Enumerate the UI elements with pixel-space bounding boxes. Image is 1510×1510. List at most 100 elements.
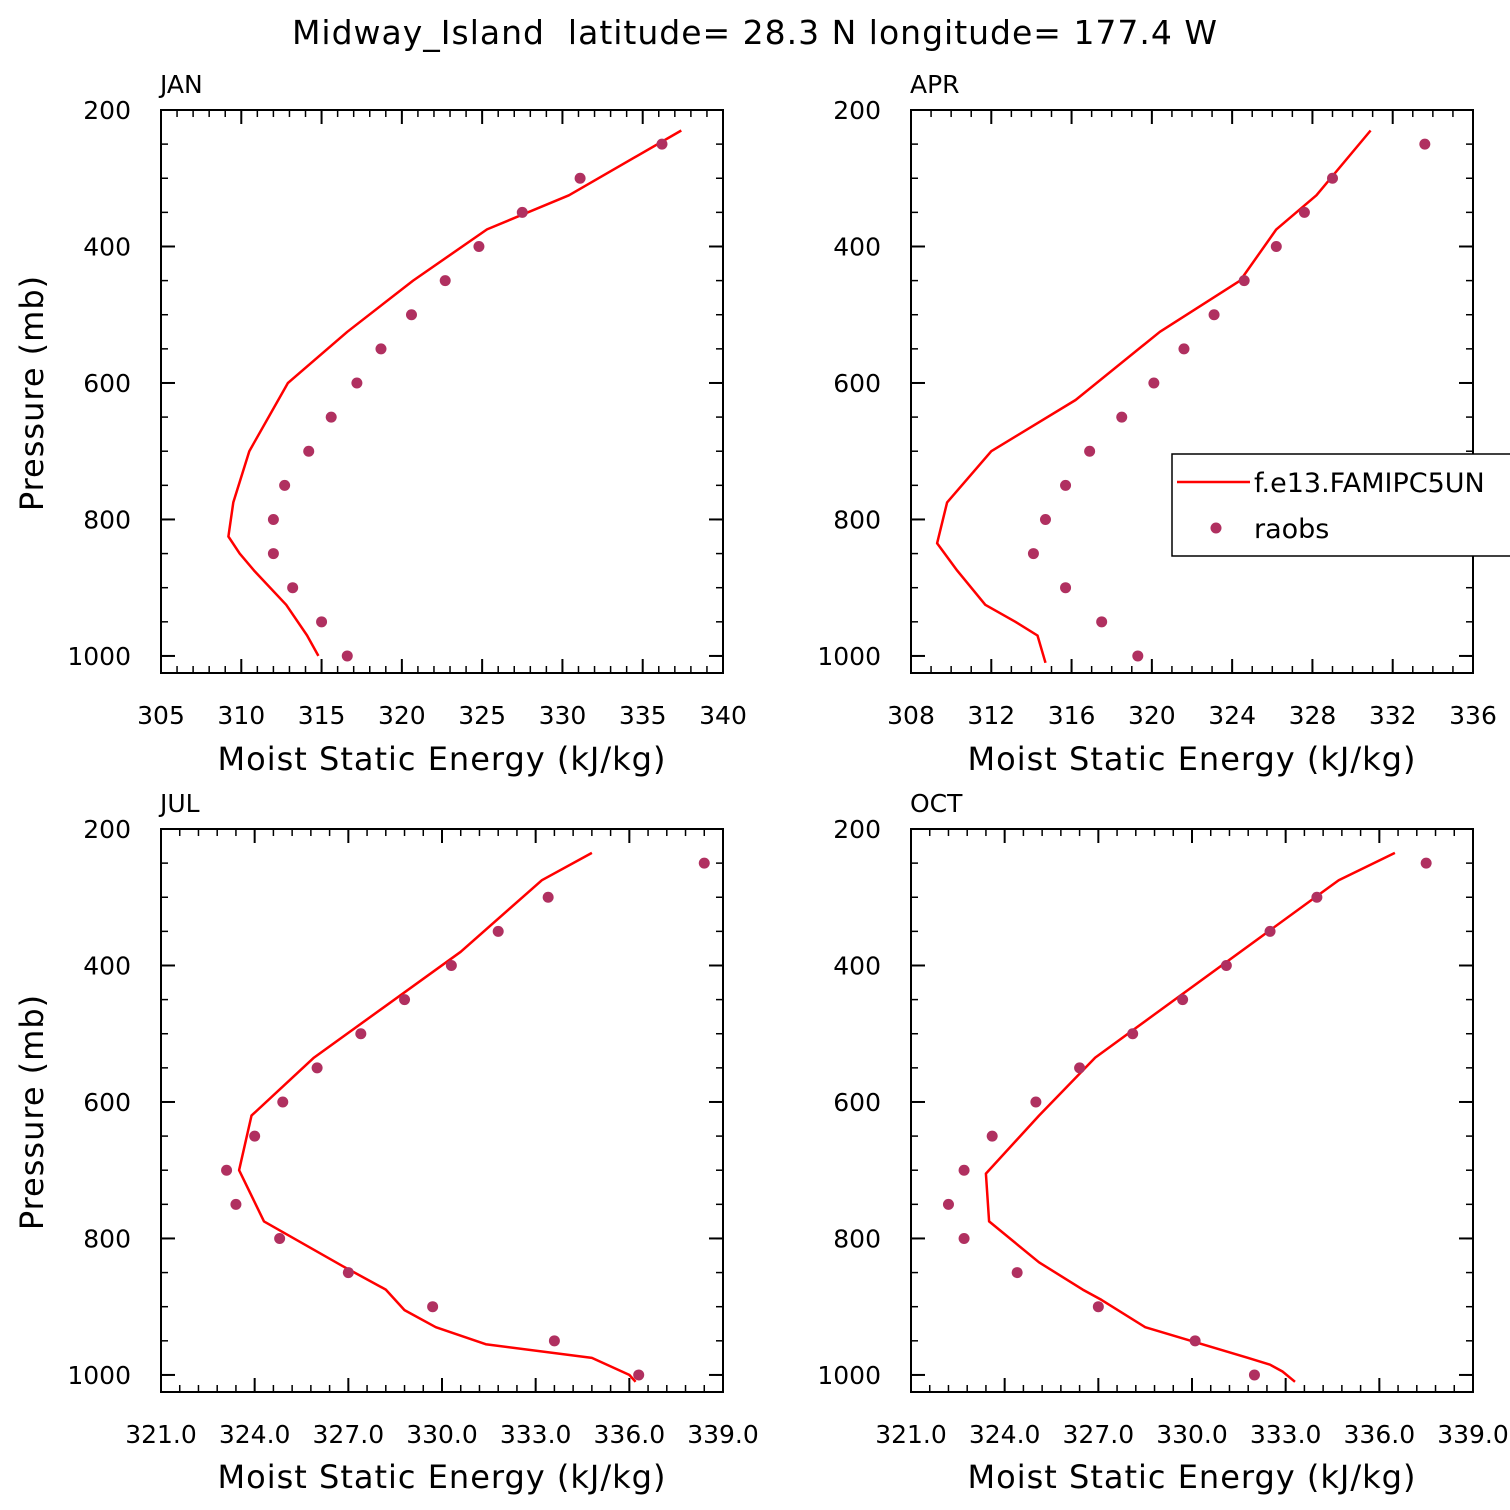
y-tick-label: 800	[833, 1224, 881, 1253]
x-tick-label: 330	[539, 701, 587, 730]
x-tick-label: 330.0	[1156, 1420, 1228, 1449]
y-tick-label: 1000	[67, 642, 131, 671]
y-tick-label: 1000	[817, 1361, 881, 1390]
obs-data-point	[1027, 548, 1039, 560]
panel-label: APR	[910, 70, 960, 99]
obs-data-point	[267, 548, 279, 560]
obs-data-point	[1074, 1062, 1086, 1074]
plot-frame	[910, 109, 1474, 674]
obs-data-point	[316, 616, 328, 628]
x-tick-label: 308	[887, 701, 935, 730]
obs-data-point	[230, 1198, 242, 1210]
obs-data-point	[427, 1301, 439, 1313]
obs-data-point	[279, 479, 291, 491]
x-tick-label: 340	[699, 701, 747, 730]
obs-data-point	[986, 1130, 998, 1142]
y-tick-label: 1000	[67, 1361, 131, 1390]
obs-data-point	[958, 1232, 970, 1244]
obs-data-point	[274, 1232, 286, 1244]
panel-jan: JAN Moist Static Energy (kJ/kg) Pressure…	[13, 70, 747, 778]
y-tick-label: 600	[833, 1088, 881, 1117]
y-axis-label: Pressure (mb)	[13, 994, 51, 1230]
obs-data-point	[516, 206, 528, 218]
obs-data-point	[1060, 582, 1072, 594]
legend-box	[1171, 453, 1510, 557]
x-tick-label: 320	[1128, 701, 1176, 730]
obs-data-point	[267, 513, 279, 525]
x-tick-label: 312	[967, 701, 1015, 730]
obs-data-point	[1327, 172, 1338, 184]
obs-data-point	[548, 1335, 560, 1347]
obs-data-point	[1011, 1267, 1023, 1279]
obs-data-point	[351, 377, 363, 389]
obs-data-point	[1132, 650, 1144, 662]
obs-data-point	[405, 309, 417, 321]
legend-marker-swatch	[1210, 522, 1222, 534]
y-tick-label: 800	[83, 505, 131, 534]
x-tick-label: 315	[298, 701, 346, 730]
obs-data-point	[1264, 925, 1276, 937]
obs-data-point	[287, 582, 299, 594]
y-tick-label: 600	[83, 369, 131, 398]
x-tick-label: 339.0	[1437, 1420, 1509, 1449]
panel-jul: JUL Moist Static Energy (kJ/kg) Pressure…	[13, 789, 759, 1496]
y-tick-label: 800	[83, 1224, 131, 1253]
y-tick-label: 600	[83, 1088, 131, 1117]
x-tick-label: 327.0	[313, 1420, 385, 1449]
x-tick-label: 324	[1208, 701, 1256, 730]
model-series-line	[227, 129, 682, 657]
legend-model-label: f.e13.FAMIPC5UN	[1254, 468, 1485, 499]
obs-data-point	[1116, 411, 1128, 423]
obs-data-point	[445, 959, 457, 971]
y-tick-label: 400	[833, 951, 881, 980]
obs-data-point	[1148, 377, 1160, 389]
obs-data-point	[542, 891, 554, 903]
x-tick-label: 305	[137, 701, 185, 730]
y-tick-label: 200	[83, 815, 131, 844]
panel-label: JUL	[158, 789, 200, 818]
model-series-line	[984, 851, 1396, 1383]
obs-data-point	[574, 172, 586, 184]
plot-frame	[910, 828, 1474, 1393]
obs-data-point	[942, 1198, 954, 1210]
obs-data-point	[656, 138, 668, 150]
obs-data-point	[1127, 1028, 1139, 1040]
obs-data-point	[1208, 309, 1220, 321]
obs-data-point	[1220, 959, 1232, 971]
obs-data-point	[342, 1267, 354, 1279]
obs-data-point	[249, 1130, 261, 1142]
obs-data-point	[375, 343, 387, 355]
obs-data-point	[1084, 445, 1096, 457]
x-tick-label: 333.0	[1250, 1420, 1322, 1449]
x-tick-label: 339.0	[687, 1420, 759, 1449]
x-tick-label: 321.0	[875, 1420, 947, 1449]
y-tick-label: 1000	[817, 642, 881, 671]
x-tick-label: 321.0	[125, 1420, 197, 1449]
y-tick-label: 200	[833, 96, 881, 125]
x-axis-label: Moist Static Energy (kJ/kg)	[968, 740, 1417, 778]
legend-obs-label: raobs	[1254, 514, 1329, 545]
x-tick-label: 336.0	[1344, 1420, 1416, 1449]
y-tick-label: 800	[833, 505, 881, 534]
plot-frame	[160, 828, 724, 1393]
y-tick-label: 400	[83, 232, 131, 261]
x-axis-label: Moist Static Energy (kJ/kg)	[218, 1458, 667, 1496]
obs-data-point	[341, 650, 353, 662]
x-tick-label: 336	[1449, 701, 1497, 730]
obs-data-point	[355, 1028, 367, 1040]
obs-data-point	[1311, 891, 1323, 903]
x-tick-label: 310	[217, 701, 265, 730]
plot-frame	[160, 109, 724, 674]
obs-data-point	[1030, 1096, 1042, 1108]
panel-apr: APR Moist Static Energy (kJ/kg) 308 312 31…	[817, 70, 1496, 778]
obs-data-point	[311, 1062, 323, 1074]
y-tick-label: 400	[833, 232, 881, 261]
obs-data-point	[1096, 616, 1108, 628]
obs-data-point	[1189, 1335, 1201, 1347]
figure-title: Midway_Island latitude= 28.3 N longitude…	[292, 13, 1218, 52]
x-tick-label: 336.0	[594, 1420, 666, 1449]
obs-data-point	[698, 857, 710, 869]
panel-oct: OCT Moist Static Energy (kJ/kg) 321.0 324…	[817, 789, 1508, 1496]
obs-data-point	[1420, 857, 1432, 869]
